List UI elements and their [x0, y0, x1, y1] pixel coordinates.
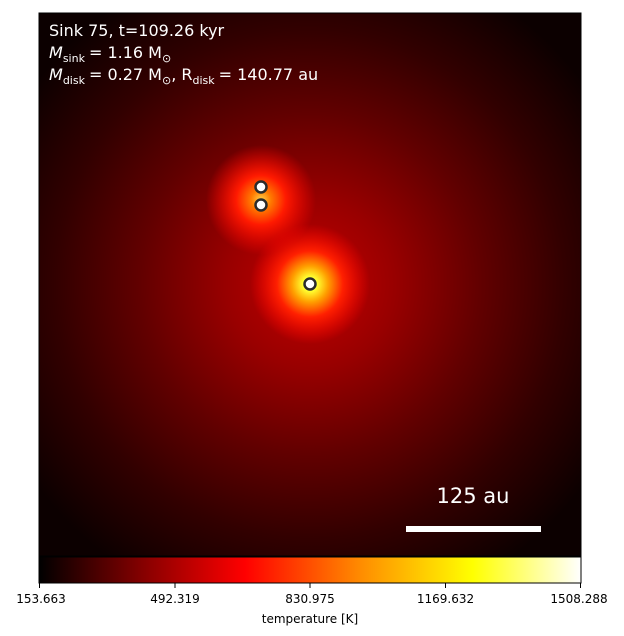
sink-markers [254, 180, 317, 291]
colorbar-tick-label: 1508.288 [550, 592, 607, 606]
temperature-map [39, 13, 581, 556]
sink-marker [254, 180, 268, 194]
colorbar-label: temperature [K] [262, 612, 358, 626]
scale-bar: 125 au [406, 484, 541, 532]
colorbar-tick-labels: 153.663 492.319 830.975 1169.632 1508.28… [16, 592, 607, 606]
annotation-sink-mass: Msink = 1.16 M⊙ [49, 43, 171, 65]
annotation: Sink 75, t=109.26 kyr Msink = 1.16 M⊙ Mdi… [49, 21, 318, 87]
scale-bar-line [406, 526, 541, 532]
sink-marker [254, 198, 268, 212]
colorbar-ticks [39, 583, 581, 588]
colorbar-gradient [38, 556, 582, 584]
colorbar-tick-label: 492.319 [150, 592, 200, 606]
sink-marker [303, 277, 317, 291]
map-frame [38, 12, 582, 557]
colorbar: 153.663 492.319 830.975 1169.632 1508.28… [16, 556, 608, 626]
annotation-sink-time: Sink 75, t=109.26 kyr [49, 21, 225, 40]
colorbar-tick-label: 830.975 [285, 592, 335, 606]
scale-bar-label: 125 au [437, 484, 510, 508]
colorbar-tick-label: 1169.632 [417, 592, 474, 606]
annotation-disk-properties: Mdisk = 0.27 M⊙, Rdisk = 140.77 au [49, 65, 318, 87]
colorbar-tick-label: 153.663 [16, 592, 66, 606]
